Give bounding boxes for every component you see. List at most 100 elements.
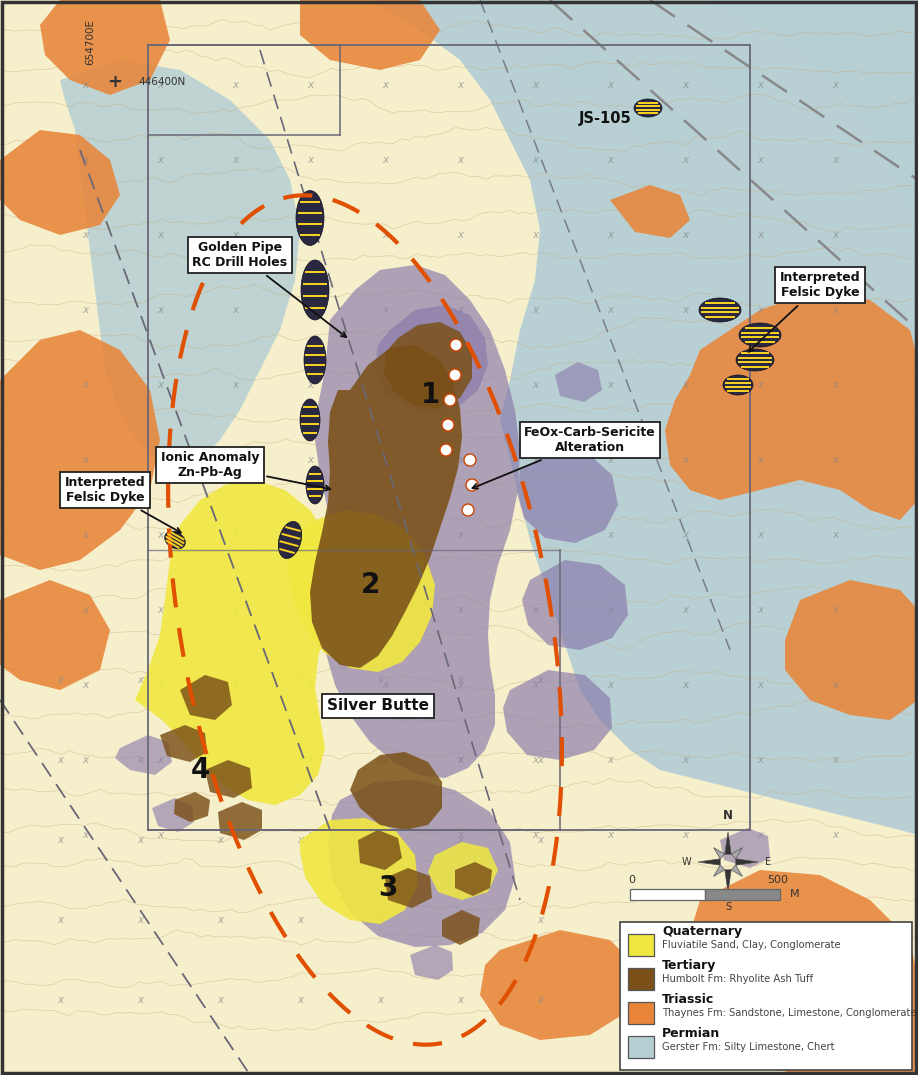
Polygon shape [40, 0, 170, 95]
Text: x: x [307, 605, 313, 615]
Bar [630, 889, 705, 900]
Polygon shape [732, 865, 743, 876]
Ellipse shape [304, 336, 326, 384]
Text: x: x [137, 995, 143, 1005]
Polygon shape [442, 911, 480, 945]
Text: x: x [217, 755, 223, 765]
Bar [306, 354, 325, 356]
Text: x: x [532, 155, 538, 164]
Polygon shape [310, 345, 462, 668]
Text: Silver Butte: Silver Butte [327, 699, 429, 714]
Circle shape [462, 504, 474, 516]
Polygon shape [115, 735, 172, 775]
Text: x: x [307, 155, 313, 164]
Text: x: x [382, 230, 388, 240]
Polygon shape [180, 675, 232, 720]
Bar [705, 889, 780, 900]
Ellipse shape [739, 322, 781, 347]
Text: x: x [82, 80, 88, 90]
Text: x: x [757, 305, 763, 315]
Text: 500: 500 [767, 875, 789, 885]
Bar [744, 327, 775, 329]
Text: x: x [307, 530, 313, 540]
Text: x: x [532, 755, 538, 765]
Text: x: x [57, 675, 63, 685]
Text: x: x [157, 230, 163, 240]
Text: x: x [532, 530, 538, 540]
Circle shape [440, 444, 452, 456]
Text: x: x [232, 830, 238, 840]
Text: x: x [607, 755, 613, 765]
Polygon shape [735, 859, 758, 865]
Bar [738, 357, 772, 359]
Text: x: x [682, 605, 688, 615]
Polygon shape [350, 752, 442, 830]
Bar [628, 1036, 654, 1058]
Ellipse shape [278, 521, 302, 559]
Text: x: x [832, 305, 838, 315]
Bar [628, 1002, 654, 1024]
Text: x: x [377, 675, 383, 685]
Text: x: x [382, 755, 388, 765]
Bar [308, 473, 321, 474]
Circle shape [466, 479, 478, 491]
Bar [297, 223, 322, 225]
Bar [305, 271, 325, 273]
Polygon shape [610, 185, 690, 238]
Text: x: x [532, 379, 538, 390]
Text: 3: 3 [378, 874, 397, 902]
Text: Tertiary: Tertiary [662, 959, 716, 972]
Text: x: x [832, 80, 838, 90]
Text: x: x [457, 680, 463, 690]
Bar [744, 341, 775, 343]
Text: x: x [297, 835, 303, 845]
Text: x: x [307, 230, 313, 240]
Polygon shape [455, 862, 492, 895]
Bar [308, 373, 323, 375]
Polygon shape [600, 0, 918, 240]
Bar [705, 302, 735, 304]
Text: x: x [457, 230, 463, 240]
Bar [165, 540, 180, 549]
Polygon shape [720, 828, 770, 868]
Text: x: x [137, 915, 143, 924]
Text: x: x [217, 915, 223, 924]
Bar [301, 424, 319, 426]
Text: x: x [682, 455, 688, 465]
Text: W: W [681, 857, 691, 868]
Text: x: x [217, 995, 223, 1005]
Text: x: x [382, 155, 388, 164]
Text: x: x [682, 155, 688, 164]
Polygon shape [428, 842, 498, 900]
Text: x: x [532, 455, 538, 465]
Text: x: x [157, 605, 163, 615]
Text: x: x [457, 835, 463, 845]
Text: x: x [232, 379, 238, 390]
Text: x: x [532, 605, 538, 615]
Text: x: x [457, 379, 463, 390]
Ellipse shape [634, 99, 662, 117]
Text: x: x [232, 680, 238, 690]
Text: x: x [82, 305, 88, 315]
Text: x: x [757, 830, 763, 840]
Text: x: x [607, 680, 613, 690]
Bar [620, 922, 912, 1070]
Text: x: x [232, 605, 238, 615]
Text: x: x [457, 755, 463, 765]
Text: 1: 1 [420, 381, 440, 408]
Text: x: x [137, 675, 143, 685]
Text: x: x [232, 80, 238, 90]
Text: x: x [832, 605, 838, 615]
Text: x: x [832, 455, 838, 465]
Text: x: x [157, 155, 163, 164]
Text: x: x [307, 755, 313, 765]
Bar [727, 378, 749, 379]
Text: x: x [757, 680, 763, 690]
Text: x: x [457, 155, 463, 164]
Text: x: x [57, 995, 63, 1005]
Text: x: x [682, 755, 688, 765]
Text: x: x [232, 755, 238, 765]
Bar [303, 406, 318, 408]
Text: x: x [382, 305, 388, 315]
Bar [705, 316, 735, 318]
